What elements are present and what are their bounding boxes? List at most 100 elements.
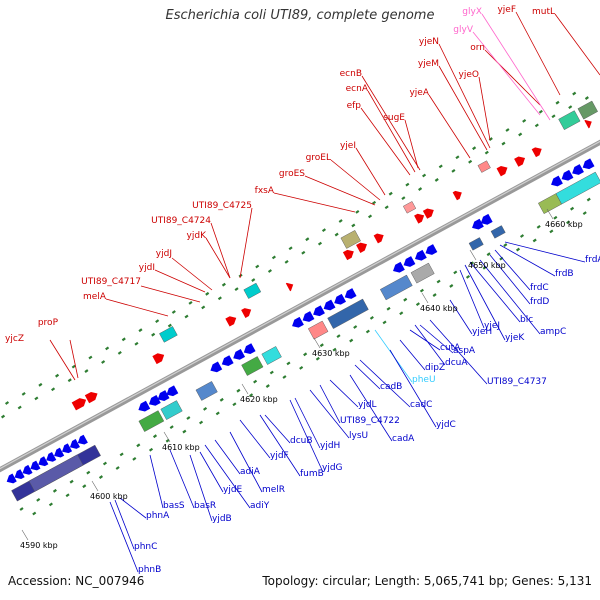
tick-mark (199, 420, 204, 425)
tick-mark (303, 352, 308, 357)
gene-arrow-shape (531, 147, 542, 158)
leader-line (499, 244, 556, 277)
leader-line (489, 254, 531, 305)
tick-mark (182, 429, 187, 434)
gene-arrow (582, 158, 595, 170)
gene-arrow (22, 464, 33, 475)
tick-mark (422, 173, 427, 178)
gene-label: ecnA (346, 84, 369, 94)
gene-arrow-shape (414, 249, 427, 261)
gene-arrow-shape (138, 400, 151, 412)
tick-mark (205, 291, 210, 296)
tick-mark (286, 361, 291, 366)
tick-mark (102, 461, 108, 466)
gene-label: pheU (412, 375, 436, 385)
gene-block-shape (379, 274, 413, 301)
gene-label: phnC (134, 542, 157, 552)
tick-mark (186, 416, 191, 420)
tick-mark (551, 114, 556, 119)
gene-arrow-shape (225, 316, 237, 327)
leader-line (459, 269, 485, 329)
tick-mark (171, 310, 176, 314)
position-labels: 4590 kbp 4600 kbp 4610 kbp 4620 kbp 4630 kbp… (20, 208, 583, 550)
gene-arrow-shape (54, 447, 65, 458)
tick-mark (134, 341, 139, 346)
leader-line (349, 374, 393, 442)
leader-line (140, 285, 201, 303)
tick-mark (265, 384, 270, 388)
tick-mark (438, 164, 443, 169)
tick-mark (405, 182, 410, 187)
gene-arrow (285, 282, 294, 292)
gene-arrow (157, 390, 170, 401)
tick-mark (221, 282, 226, 287)
gene-arrow (551, 175, 563, 187)
gene-arrow (344, 288, 357, 299)
position-label: 4610 kbp (162, 443, 200, 452)
gene-arrow (292, 316, 304, 328)
gene-label: UTI89_C4717 (81, 277, 141, 287)
gene-arrow (62, 443, 73, 454)
gene-label: groES (279, 169, 305, 179)
leader-line (259, 414, 301, 477)
gene-block (243, 282, 262, 299)
tick-mark (253, 379, 258, 384)
leader-line (154, 269, 206, 293)
gene-arrow-shape (241, 308, 252, 318)
gene-arrow-shape (393, 261, 405, 273)
gene-label: yjeO (459, 70, 479, 80)
gene-label: yjeI (340, 141, 356, 151)
gene-block (261, 346, 282, 365)
tick-mark (538, 109, 543, 114)
gene-block-shape (241, 356, 264, 376)
gene-arrow (342, 249, 354, 261)
tick-mark (367, 214, 373, 219)
tick-mark (32, 511, 37, 516)
gene-label: yjdH (320, 441, 340, 451)
gene-block (577, 100, 598, 120)
gene-arrow-shape (166, 385, 179, 397)
tick-mark (338, 219, 343, 223)
position-label: 4590 kbp (20, 541, 58, 550)
gene-arrow (452, 190, 462, 201)
gene-arrow-shape (285, 282, 294, 292)
gene-arrow (584, 120, 592, 129)
tick-mark (536, 224, 541, 229)
gene-block (490, 225, 506, 239)
gene-label: cadB (380, 382, 402, 392)
gene-arrow-shape (157, 390, 170, 401)
leader-line (494, 249, 531, 291)
gene-arrow-shape (46, 451, 57, 462)
leader-line (399, 339, 426, 371)
gene-arrow (243, 343, 256, 355)
gene-label: groEL (306, 153, 331, 163)
position-tick (21, 529, 29, 541)
gene-block (241, 356, 264, 376)
gene-arrow (323, 299, 336, 311)
tick-mark (317, 241, 323, 246)
gene-arrow-shape (514, 156, 526, 167)
tick-mark (568, 105, 573, 110)
tick-mark (65, 493, 70, 498)
leader-line (239, 419, 271, 459)
gene-label: yjdL (358, 400, 377, 410)
gene-label: dipZ (425, 363, 445, 373)
gene-label: yjeJ (484, 321, 500, 331)
gene-block (379, 274, 413, 301)
gene-block-shape (307, 320, 329, 340)
leader-line (189, 454, 213, 522)
gene-arrow-shape (582, 158, 595, 170)
tick-mark (167, 323, 172, 328)
gene-arrow-shape (14, 469, 25, 480)
tick-mark (455, 155, 460, 160)
gene-label: adiA (240, 467, 261, 477)
gene-block-shape (410, 262, 435, 284)
gene-block-shape (558, 110, 581, 131)
gene-arrow-shape (373, 233, 384, 244)
tick-mark (332, 347, 337, 352)
gene-label: proP (38, 318, 59, 328)
gene-label: melA (83, 292, 107, 302)
leader-line (554, 13, 600, 76)
gene-arrow-shape (342, 249, 354, 261)
gene-arrow-shape (452, 190, 462, 201)
